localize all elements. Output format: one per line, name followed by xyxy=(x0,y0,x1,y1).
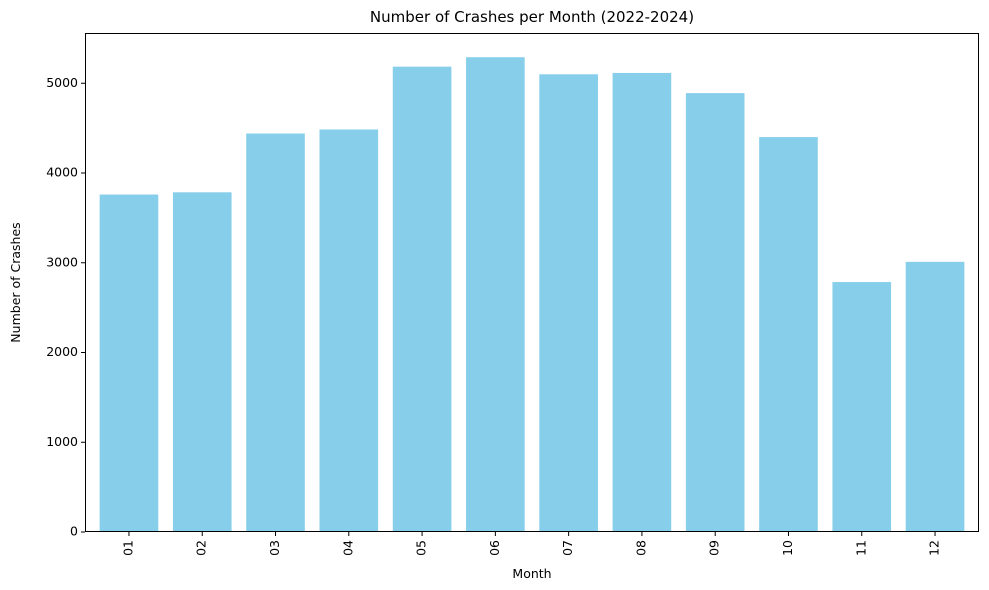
bar-10 xyxy=(759,137,818,532)
bar-12 xyxy=(905,261,965,532)
x-tick-label: 06 xyxy=(487,540,502,556)
bar-05 xyxy=(392,66,452,532)
y-tick-label: 1000 xyxy=(46,434,78,449)
y-axis-ticks: 0 1000 2000 3000 4000 5000 xyxy=(46,75,85,539)
bar-07 xyxy=(539,74,598,532)
x-tick-label: 07 xyxy=(560,540,575,556)
bars-group xyxy=(99,57,965,533)
x-tick-label: 10 xyxy=(780,540,795,556)
y-axis-label: Number of Crashes xyxy=(8,222,23,342)
bar-08 xyxy=(612,72,672,532)
x-tick-label: 09 xyxy=(707,540,722,556)
x-tick-label: 02 xyxy=(194,540,209,556)
x-tick-label: 11 xyxy=(853,540,868,556)
x-tick-label: 08 xyxy=(633,540,648,556)
x-tick-label: 12 xyxy=(927,540,942,556)
bar-04 xyxy=(319,129,379,532)
bar-01 xyxy=(99,194,159,533)
bar-03 xyxy=(246,133,305,532)
x-tick-label: 03 xyxy=(267,540,282,556)
x-axis-ticks: 01 02 03 04 05 06 07 08 09 10 11 12 xyxy=(120,532,942,556)
x-tick-label: 05 xyxy=(414,540,429,556)
y-tick-label: 4000 xyxy=(46,165,78,180)
y-tick-label: 3000 xyxy=(46,254,78,269)
plot-frame xyxy=(85,33,979,532)
bar-09 xyxy=(685,93,745,533)
x-tick-label: 04 xyxy=(340,540,355,556)
bar-02 xyxy=(172,192,232,533)
x-tick-label: 01 xyxy=(120,540,135,556)
bar-06 xyxy=(466,57,525,532)
y-tick-label: 5000 xyxy=(46,75,78,90)
chart-title: Number of Crashes per Month (2022-2024) xyxy=(370,8,694,26)
y-tick-label: 2000 xyxy=(46,344,78,359)
x-axis-label: Month xyxy=(512,566,551,581)
y-tick-label: 0 xyxy=(70,524,78,539)
bar-11 xyxy=(832,282,892,532)
